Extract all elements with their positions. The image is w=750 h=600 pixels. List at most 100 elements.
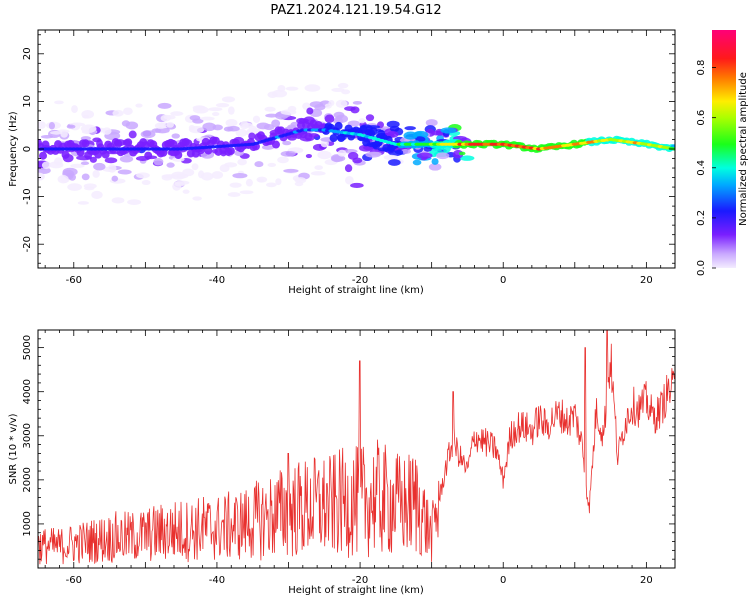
spectrogram-blob bbox=[107, 164, 117, 173]
spectrogram-blob bbox=[282, 140, 292, 146]
spectrogram-blob bbox=[54, 100, 64, 105]
spectrogram-blob bbox=[271, 119, 281, 128]
spectrogram-blob bbox=[347, 120, 361, 127]
snr-panel: -60 -40 -20 0 20 1000 2000 3000 4000 5000 Height … bbox=[8, 329, 676, 596]
spectrogram-blob bbox=[112, 109, 124, 117]
spectrogram-blob bbox=[232, 172, 248, 179]
spectrogram-blob bbox=[219, 164, 230, 173]
spectrogram-blob bbox=[153, 158, 164, 166]
spectrogram-blob bbox=[264, 106, 276, 112]
spectrogram-blob bbox=[310, 171, 326, 176]
spectrogram-blob bbox=[458, 151, 466, 156]
spectrogram-blob bbox=[317, 150, 332, 160]
spectrogram-blob bbox=[57, 175, 69, 184]
spectrogram-blob bbox=[215, 102, 230, 108]
spectrogram-blob bbox=[200, 116, 215, 121]
spectrogram-blob bbox=[245, 178, 253, 187]
spectrogram-blob bbox=[235, 128, 248, 137]
spectrogram-blob bbox=[365, 151, 381, 158]
spectrogram-blob bbox=[166, 121, 174, 128]
spectrogram-blob bbox=[277, 84, 286, 92]
spectrogram-blob bbox=[285, 86, 299, 91]
spectrogram-ridge bbox=[271, 140, 280, 149]
spectrogram-blob bbox=[227, 192, 241, 197]
spectrogram-blob bbox=[182, 189, 190, 194]
spectrogram-blob bbox=[208, 107, 223, 112]
spectrogram-blob bbox=[335, 99, 348, 108]
spectrogram-blob bbox=[324, 103, 332, 109]
spectrogram-blob bbox=[333, 111, 345, 119]
spectrogram-blob bbox=[60, 130, 68, 138]
spectrogram-ridge bbox=[81, 139, 90, 148]
spectrogram-blob bbox=[387, 159, 401, 166]
spectrogram-ridge bbox=[226, 146, 235, 155]
spectrogram-blob bbox=[128, 130, 137, 139]
spectrogram-ridge bbox=[174, 150, 183, 159]
spectrogram-blob bbox=[161, 174, 178, 179]
spectrogram-blob bbox=[428, 163, 442, 171]
spectrogram-blob bbox=[225, 119, 238, 127]
spectrogram-blob bbox=[211, 171, 224, 179]
spectrogram-blob bbox=[341, 89, 351, 95]
snr-xlabel: Height of straight line (km) bbox=[288, 585, 424, 596]
spectrogram-blob bbox=[40, 134, 54, 139]
snr-frame bbox=[37, 329, 676, 569]
spectrogram-blob bbox=[81, 173, 90, 181]
spectrogram-ridge bbox=[159, 148, 168, 157]
spectrogram-blob bbox=[324, 114, 335, 123]
spectrogram-panel: -60 -40 -20 0 20 20 10 0 -10 -20 Height of straig… bbox=[8, 29, 676, 296]
spectrogram-ridge bbox=[329, 134, 338, 143]
spectrogram-blob bbox=[119, 155, 134, 163]
spectrogram-blob bbox=[358, 118, 366, 124]
spectrogram-blob bbox=[305, 154, 312, 159]
spectrogram-blob bbox=[202, 122, 217, 132]
spectrogram-blob bbox=[254, 161, 264, 168]
y-tick-label: -10 bbox=[22, 188, 33, 204]
spectrogram-blob bbox=[431, 158, 439, 165]
spectrogram-blob bbox=[267, 162, 277, 167]
spectrogram-blob bbox=[252, 115, 261, 123]
y-tick-label: 3000 bbox=[22, 423, 33, 448]
colorbar-tick-label: 0.0 bbox=[696, 260, 707, 276]
snr-line bbox=[38, 330, 675, 565]
spectrogram-blob bbox=[386, 130, 399, 138]
y-tick-label: 4000 bbox=[22, 379, 33, 404]
spectrogram-blob bbox=[248, 132, 256, 140]
spectrogram-blob bbox=[227, 125, 240, 132]
spectrogram-blob bbox=[93, 162, 106, 171]
spectrogram-ticks: -60 -40 -20 0 20 20 10 0 -10 -20 bbox=[22, 30, 676, 286]
spectrogram-blob bbox=[170, 111, 184, 116]
colorbar-tick-label: 0.2 bbox=[696, 210, 707, 226]
x-tick-label: 20 bbox=[640, 575, 653, 586]
spectrogram-blob bbox=[350, 182, 364, 189]
spectrogram-blob bbox=[155, 127, 170, 134]
x-tick-label: 20 bbox=[640, 275, 653, 286]
spectrogram-blob bbox=[306, 107, 314, 115]
figure-title: PAZ1.2024.121.19.54.G12 bbox=[270, 3, 441, 18]
x-tick-label: -40 bbox=[209, 275, 225, 286]
spectrogram-ridge bbox=[334, 121, 343, 130]
y-tick-label: 20 bbox=[22, 47, 33, 60]
spectrogram-blob bbox=[111, 197, 125, 204]
y-tick-label: -20 bbox=[22, 236, 33, 252]
colorbar-tick-label: 0.8 bbox=[696, 60, 707, 76]
spectrogram-blob bbox=[365, 114, 375, 122]
spectrogram-ridge bbox=[362, 138, 371, 147]
y-tick-label: 0 bbox=[22, 146, 33, 152]
spectrogram-blob bbox=[261, 144, 275, 150]
spectrogram-blob bbox=[192, 196, 202, 201]
spectrogram-blob bbox=[66, 124, 76, 129]
spectrogram-blob bbox=[92, 137, 102, 143]
spectrogram-blob bbox=[337, 82, 349, 89]
spectrogram-blob bbox=[366, 125, 381, 129]
x-tick-label: -60 bbox=[66, 575, 82, 586]
spectrogram-blob bbox=[257, 178, 264, 183]
spectrogram-blob bbox=[386, 120, 400, 128]
spectrogram-blob bbox=[290, 121, 299, 127]
spectrogram-blob bbox=[459, 155, 475, 161]
spectrogram-blob bbox=[50, 131, 63, 135]
spectrogram-blob bbox=[229, 182, 242, 188]
y-tick-label: 5000 bbox=[22, 335, 33, 360]
spectrogram-blob bbox=[157, 102, 172, 109]
spectrogram-blob bbox=[117, 169, 132, 175]
